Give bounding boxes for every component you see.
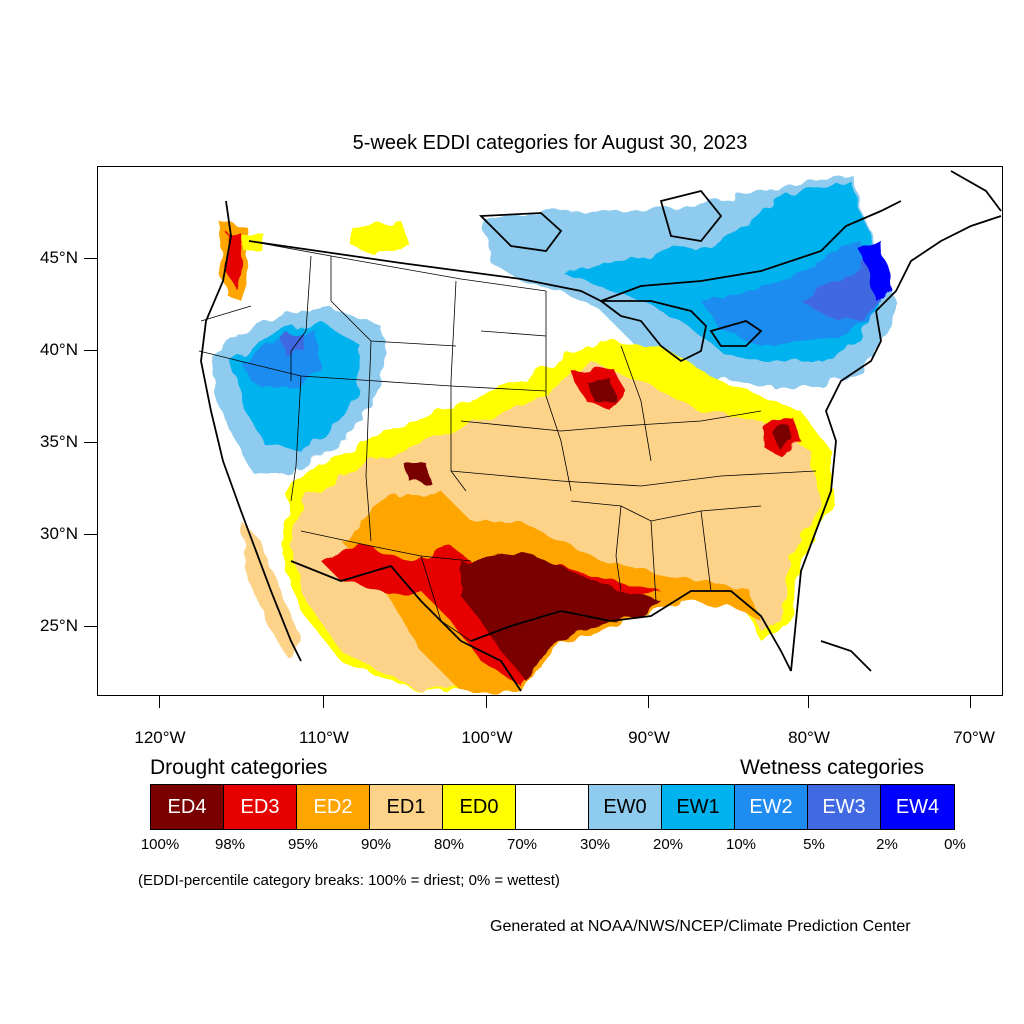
percentile-label: 10% [725, 836, 757, 853]
lat-tick-30 [84, 534, 97, 535]
legend-cell-ew2: EW2 [735, 785, 808, 829]
wetness-categories-heading: Wetness categories [740, 756, 925, 779]
percentile-label: 20% [652, 836, 684, 853]
percentile-label: 80% [433, 836, 465, 853]
legend-cell-ew4: EW4 [881, 785, 954, 829]
percentile-label: 0% [944, 836, 966, 853]
credit-text: Generated at NOAA/NWS/NCEP/Climate Predi… [490, 918, 911, 935]
lon-tick-70 [970, 696, 971, 708]
lat-tick-40 [84, 350, 97, 351]
lat-tick-35 [84, 442, 97, 443]
lon-tick-90 [648, 696, 649, 708]
percentile-label: 98% [214, 836, 246, 853]
percentile-label: 95% [287, 836, 319, 853]
dry-region-south [281, 341, 831, 691]
lon-tick-110 [323, 696, 324, 708]
lat-label-25: 25°N [40, 616, 78, 635]
wet-region-northeast [481, 173, 896, 386]
lon-tick-80 [808, 696, 809, 708]
lon-label-90: 90°W [628, 728, 670, 747]
lat-label-35: 35°N [40, 432, 78, 451]
percentile-label: 30% [579, 836, 611, 853]
category-legend-bar: ED4 ED3 ED2 ED1 ED0 EW0 EW1 EW2 EW3 EW4 [150, 784, 955, 830]
lon-tick-120 [159, 696, 160, 708]
lon-label-80: 80°W [788, 728, 830, 747]
percentile-label: 90% [360, 836, 392, 853]
eddi-map-canvas [198, 170, 1002, 692]
legend-cell-ed1: ED1 [370, 785, 443, 829]
lat-label-30: 30°N [40, 524, 78, 543]
lon-label-100: 100°W [461, 728, 513, 747]
lon-label-70: 70°W [953, 728, 995, 747]
coastlines [200, 170, 1002, 692]
lat-label-40: 40°N [40, 340, 78, 359]
legend-cell-ed2: ED2 [297, 785, 370, 829]
legend-cell-ed3: ED3 [224, 785, 297, 829]
legend-cell-ew1: EW1 [662, 785, 735, 829]
percentile-label: 100% [140, 836, 180, 853]
percentile-note: (EDDI-percentile category breaks: 100% =… [138, 872, 560, 889]
legend-cell-ed4: ED4 [151, 785, 224, 829]
percentile-label: 5% [803, 836, 825, 853]
percentile-label: 2% [876, 836, 898, 853]
lon-tick-100 [486, 696, 487, 708]
drought-categories-heading: Drought categories [150, 756, 328, 779]
legend-cell-ed0: ED0 [443, 785, 516, 829]
eddi-map [97, 166, 1003, 696]
lon-label-110: 110°W [299, 728, 349, 747]
state-boundaries [198, 240, 817, 642]
lat-tick-45 [84, 258, 97, 259]
percentile-label: 70% [506, 836, 538, 853]
lon-label-120: 120°W [134, 728, 186, 747]
map-title: 5-week EDDI categories for August 30, 20… [352, 132, 748, 154]
lat-tick-25 [84, 626, 97, 627]
legend-cell-neutral [516, 785, 589, 829]
lat-label-45: 45°N [40, 248, 78, 267]
legend-cell-ew0: EW0 [589, 785, 662, 829]
legend-cell-ew3: EW3 [808, 785, 881, 829]
